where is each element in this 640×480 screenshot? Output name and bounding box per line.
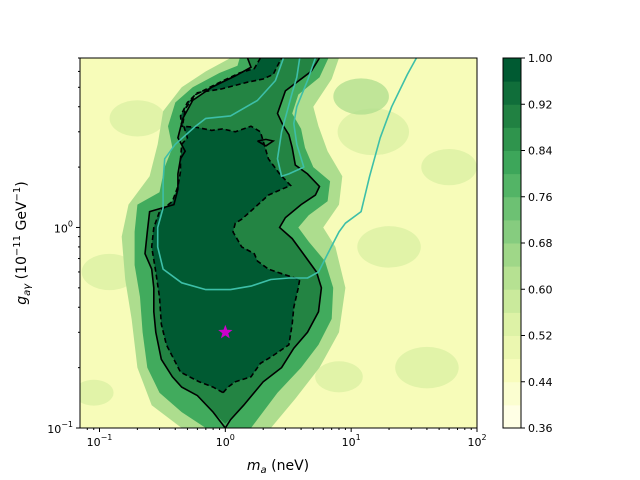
heatmap-patch bbox=[421, 148, 477, 186]
axes: 10−1 100 101 102 10−1 100 bbox=[47, 57, 487, 449]
svg-text:gaγ (10−11 GeV−1): gaγ (10−11 GeV−1) bbox=[12, 181, 33, 305]
heatmap-region-core bbox=[151, 58, 300, 393]
heatmap-patch bbox=[80, 379, 114, 406]
x-axis-label: ma (neV) bbox=[247, 458, 309, 476]
colorbar-level bbox=[503, 312, 521, 336]
colorbar-tick-label: 0.44 bbox=[528, 376, 553, 389]
contour-solid bbox=[144, 58, 252, 428]
heatmap-patch bbox=[109, 100, 166, 137]
colorbar-tick-label: 0.76 bbox=[528, 191, 553, 204]
heatmap-patch bbox=[333, 78, 389, 115]
colorbar-level bbox=[503, 335, 521, 360]
x-tick-label: 100 bbox=[216, 433, 235, 449]
contour-solid-notch bbox=[257, 138, 276, 147]
colorbar-level bbox=[503, 266, 521, 290]
x-tick-label: 101 bbox=[342, 433, 361, 449]
heatmap-patch bbox=[337, 108, 410, 156]
colorbar-level bbox=[503, 104, 521, 128]
colorbar-level bbox=[503, 173, 521, 198]
x-tick-label: 10−1 bbox=[87, 433, 113, 449]
colorbar-level bbox=[503, 289, 521, 313]
colorbar: 0.36 0.44 0.52 0.60 0.68 0.76 0.84 0.92 1.00 bbox=[502, 52, 553, 435]
colorbar-tick-label: 0.84 bbox=[528, 145, 553, 158]
svg-text:ma (neV): ma (neV) bbox=[247, 458, 309, 476]
cyan-curve bbox=[276, 58, 317, 178]
y-tick-label: 10−1 bbox=[47, 420, 73, 436]
colorbar-level bbox=[503, 358, 521, 383]
colorbar-tick-label: 0.52 bbox=[528, 330, 553, 343]
colorbar-level bbox=[503, 150, 521, 175]
colorbar-tick-label: 1.00 bbox=[528, 52, 553, 65]
plot-area bbox=[80, 58, 477, 428]
cyan-curve bbox=[156, 58, 418, 291]
colorbar-level bbox=[503, 58, 521, 82]
heatmap-patch bbox=[315, 361, 363, 393]
heatmap-patch bbox=[395, 346, 459, 389]
heatmap-patch bbox=[81, 253, 138, 291]
colorbar-tick-label: 0.92 bbox=[528, 98, 553, 111]
colorbar-level bbox=[503, 243, 521, 267]
colorbar-level bbox=[503, 127, 521, 151]
y-axis-label: gaγ (10−11 GeV−1) bbox=[12, 181, 33, 305]
colorbar-level bbox=[503, 404, 521, 429]
colorbar-tick-label: 0.68 bbox=[528, 237, 553, 250]
heatmap-patch bbox=[357, 226, 421, 268]
colorbar-level bbox=[503, 381, 521, 406]
x-tick-label: 102 bbox=[467, 433, 486, 449]
colorbar-level bbox=[503, 219, 521, 244]
contour-solid bbox=[224, 58, 323, 428]
contour-dashed bbox=[150, 58, 262, 394]
colorbar-tick-label: 0.60 bbox=[528, 283, 553, 296]
contour-dashed bbox=[179, 58, 301, 394]
colorbar-level bbox=[503, 196, 521, 221]
y-tick-label: 100 bbox=[54, 219, 73, 235]
plot-frame bbox=[79, 57, 478, 429]
colorbar-tick-label: 0.36 bbox=[528, 422, 553, 435]
best-fit-star-marker bbox=[218, 324, 233, 339]
colorbar-level bbox=[503, 81, 521, 105]
